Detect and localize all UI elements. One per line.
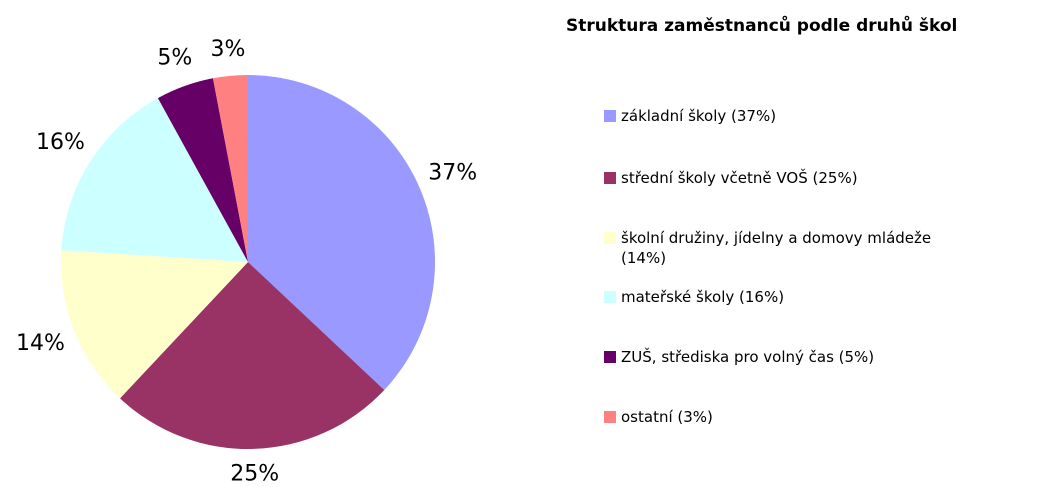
pie-slice <box>248 75 436 391</box>
legend-item: základní školy (37%) <box>604 106 941 126</box>
legend-swatch <box>604 232 616 244</box>
data-label: 3% <box>210 37 245 62</box>
legend-swatch <box>604 172 616 184</box>
pie-slice <box>61 98 248 263</box>
pie-slice <box>157 78 248 262</box>
legend-label: ostatní (3%) <box>621 408 713 426</box>
data-label: 5% <box>157 46 192 71</box>
pie-slice <box>61 250 248 399</box>
legend-swatch <box>604 411 616 423</box>
legend-item: střední školy včetně VOŠ (25%) <box>604 168 941 188</box>
legend-item: mateřské školy (16%) <box>604 287 941 307</box>
legend-label: základní školy (37%) <box>621 107 777 125</box>
data-label: 37% <box>428 160 477 185</box>
data-label: 14% <box>16 331 65 356</box>
pie-slice <box>212 75 248 262</box>
chart-title: Struktura zaměstnanců podle druhů škol <box>566 16 958 36</box>
legend-label: ZUŠ, střediska pro volný čas (5%) <box>621 348 875 366</box>
pie-slice <box>119 262 385 449</box>
pie-area: 37% 25% 14% 16% 5% 3% <box>16 37 477 486</box>
data-label: 25% <box>230 461 279 486</box>
legend-swatch <box>604 110 616 122</box>
legend-item: ostatní (3%) <box>604 407 941 427</box>
data-label: 16% <box>36 130 85 155</box>
legend-label: střední školy včetně VOŠ (25%) <box>621 169 858 187</box>
legend-swatch <box>604 291 616 303</box>
legend-item: ZUŠ, střediska pro volný čas (5%) <box>604 347 941 367</box>
legend-label: mateřské školy (16%) <box>621 288 785 306</box>
legend-item: školní družiny, jídelny a domovy mládeže… <box>604 228 941 268</box>
legend-label: školní družiny, jídelny a domovy mládeže… <box>621 229 932 267</box>
legend-swatch <box>604 351 616 363</box>
